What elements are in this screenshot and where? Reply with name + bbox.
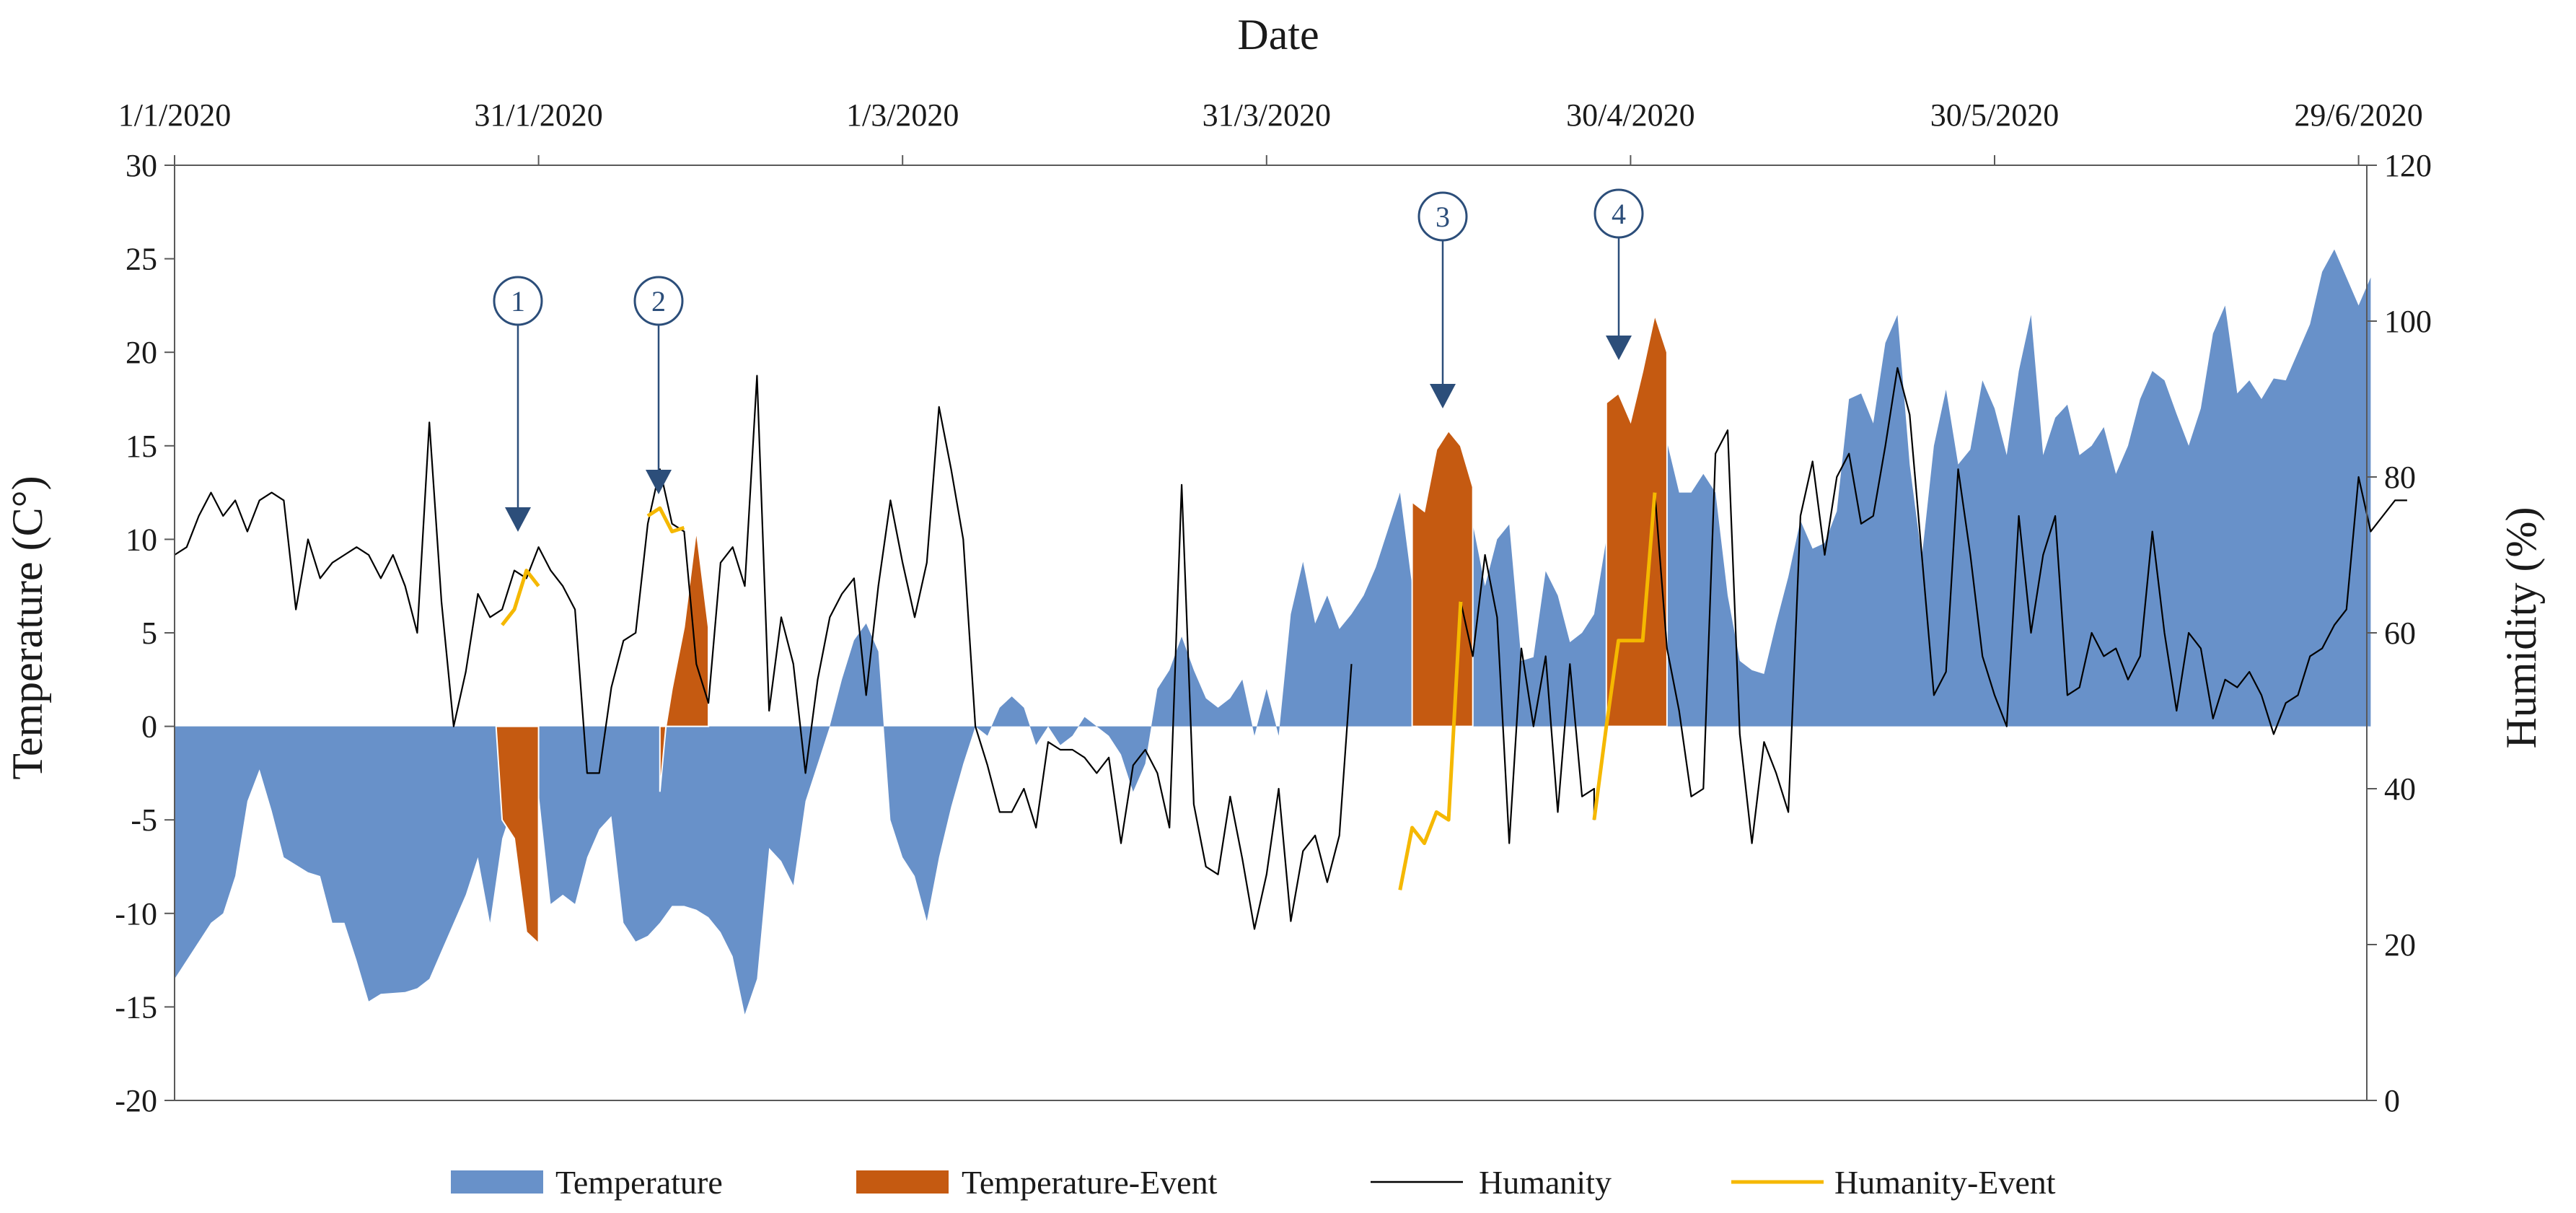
legend-label: Humanity: [1479, 1164, 1612, 1201]
event-marker-arrowhead: [1606, 336, 1632, 360]
temperature-event-area-2: [659, 530, 710, 792]
y-axis-title-left: Temperature (C°): [4, 476, 51, 779]
y-tick-label-left: -10: [115, 896, 157, 932]
event-marker-label: 2: [651, 285, 666, 318]
event-marker-label: 3: [1436, 201, 1450, 233]
temperature-event-area-3: [1411, 429, 1474, 727]
y-tick-label-left: -15: [115, 989, 157, 1025]
event-marker-circle: [633, 276, 684, 326]
event-marker-2: 2: [633, 276, 684, 494]
y-tick-label-right: 120: [2384, 148, 2432, 183]
event-marker-arrowhead: [1430, 384, 1456, 408]
x-tick-label: 30/5/2020: [1930, 97, 2059, 133]
x-tick-label: 31/1/2020: [474, 97, 602, 133]
y-tick-label-left: 25: [126, 242, 157, 277]
legend-item-temperature-event: Temperature-Event: [856, 1164, 1218, 1201]
legend: Temperature Temperature-Event Humanity Huma…: [451, 1164, 2056, 1201]
event-marker-3: 3: [1417, 191, 1468, 408]
y-tick-label-left: 30: [126, 148, 157, 183]
legend-swatch: [856, 1170, 949, 1194]
x-tick-label: 1/1/2020: [118, 97, 231, 133]
legend-label: Temperature-Event: [962, 1164, 1218, 1201]
y-tick-label-right: 60: [2384, 616, 2416, 651]
humidity-event-line-2: [646, 506, 685, 534]
temperature-event-area-4: [1605, 312, 1668, 727]
y-tick-label-right: 20: [2384, 927, 2416, 963]
y-tick-label-right: 40: [2384, 771, 2416, 807]
y-axis-title-right: Humidity (%): [2497, 507, 2545, 749]
y-tick-label-left: 10: [126, 522, 157, 557]
event-marker-circle: [1417, 191, 1468, 242]
humidity-event-line-4: [1592, 492, 1657, 820]
humidity-event-line-3: [1398, 601, 1463, 890]
humidity-line-1: [174, 375, 1353, 930]
y-tick-label-left: -20: [115, 1083, 157, 1118]
y-tick-label-left: 5: [141, 616, 157, 651]
legend-item-humidity: Humanity: [1371, 1164, 1612, 1201]
humidity-series: [174, 367, 2407, 930]
humidity-line-3: [1653, 367, 2407, 844]
event-markers: 1 2 3 4: [493, 188, 1644, 532]
y-tick-label-left: 0: [141, 709, 157, 745]
humidity-event-line-1: [501, 569, 540, 626]
legend-swatch: [451, 1170, 543, 1194]
event-marker-arrowhead: [646, 470, 672, 494]
legend-label: Temperature: [555, 1164, 723, 1201]
x-tick-label: 31/3/2020: [1203, 97, 1331, 133]
x-axis-title: Date: [1237, 11, 1319, 58]
y-tick-label-right: 0: [2384, 1083, 2400, 1118]
y-tick-label-left: 15: [126, 429, 157, 464]
y-tick-label-right: 80: [2384, 460, 2416, 495]
event-marker-4: 4: [1593, 188, 1644, 360]
event-marker-1: 1: [493, 276, 543, 532]
y-tick-label-left: 20: [126, 335, 157, 370]
temperature-area: [175, 249, 2371, 1015]
humidity-event-series: [501, 492, 1657, 890]
x-tick-label: 30/4/2020: [1566, 97, 1694, 133]
legend-label: Humanity-Event: [1834, 1164, 2056, 1201]
temperature-event-area-1: [495, 725, 540, 945]
legend-item-temperature: Temperature: [451, 1164, 723, 1201]
event-marker-arrowhead: [505, 507, 531, 532]
temperature-series: [175, 249, 2371, 1015]
event-marker-label: 1: [511, 285, 525, 318]
event-marker-circle: [493, 276, 543, 326]
x-tick-label: 1/3/2020: [846, 97, 959, 133]
legend-item-humidity-event: Humanity-Event: [1731, 1164, 2056, 1201]
axis-ticks: -20 -15 -10 -5 0 5 10 15 20 25 30 0 20 40 60 80 100 120 1/…: [115, 97, 2432, 1118]
event-marker-circle: [1593, 188, 1644, 239]
humidity-line-2: [1459, 553, 1595, 844]
event-marker-label: 4: [1612, 198, 1626, 230]
y-tick-label-left: -5: [131, 802, 157, 838]
x-tick-label: 29/6/2020: [2294, 97, 2422, 133]
y-tick-label-right: 100: [2384, 304, 2432, 339]
